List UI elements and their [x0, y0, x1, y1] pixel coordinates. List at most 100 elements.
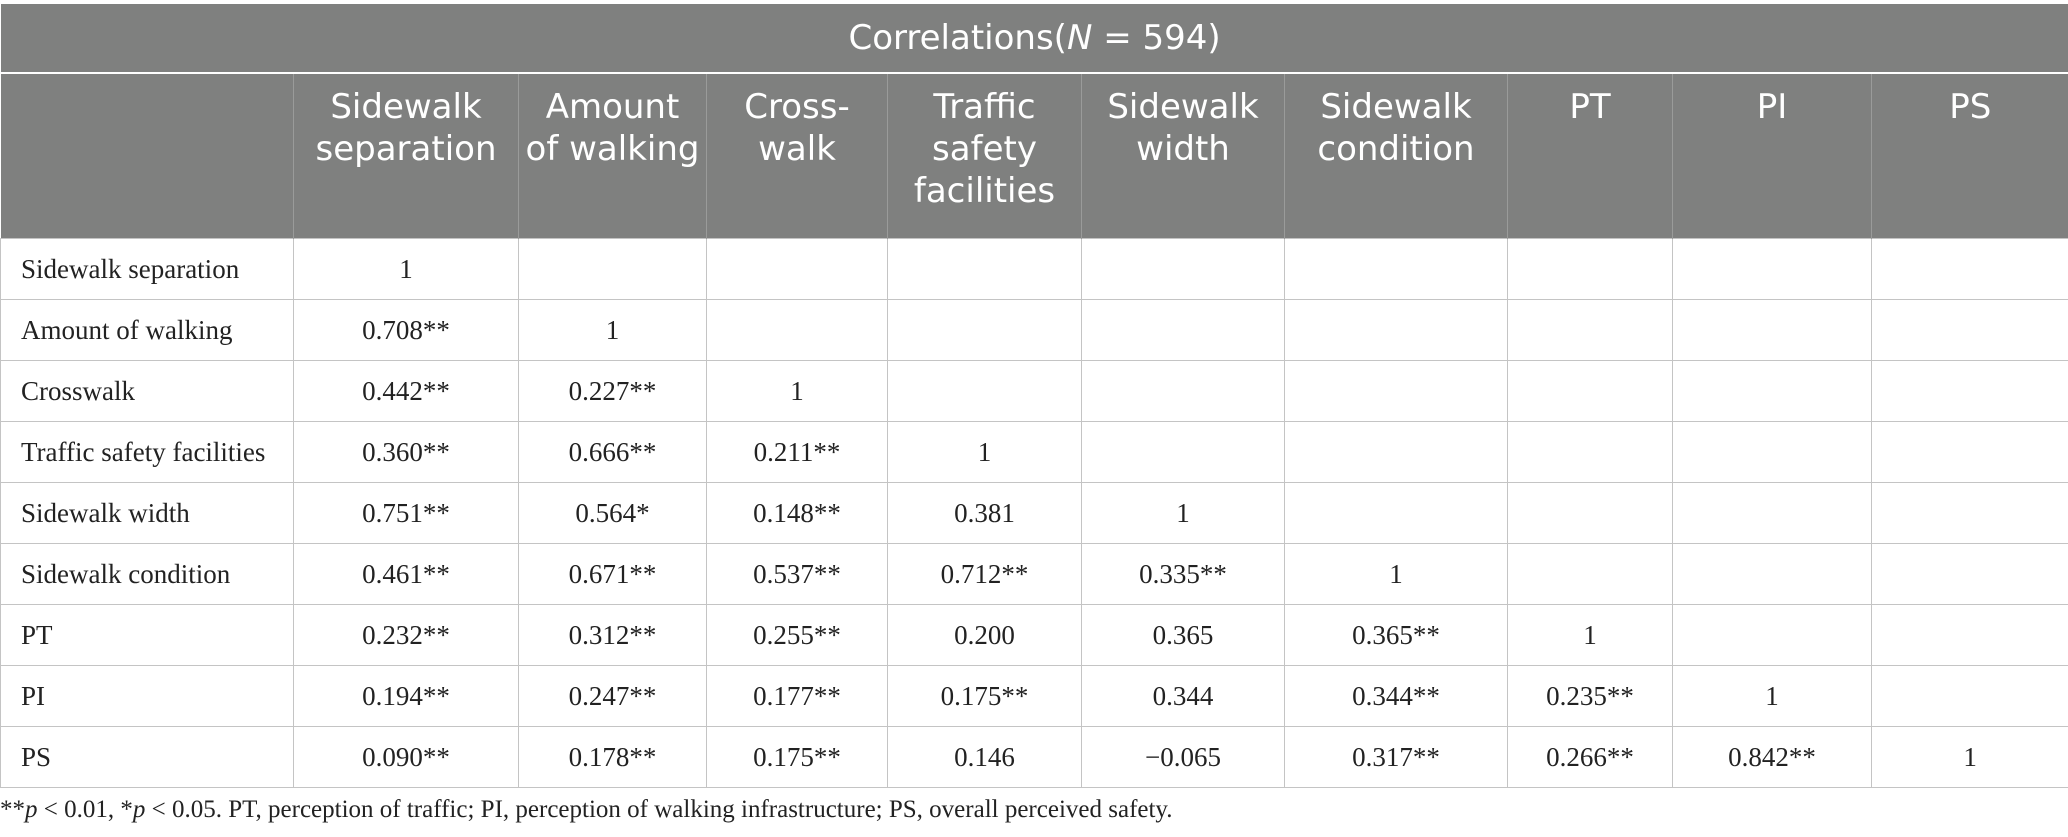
table-cell: 0.365** [1284, 604, 1508, 666]
column-header: Cross-walk [706, 73, 888, 239]
table-cell [1507, 238, 1673, 300]
table-cell: 0.312** [518, 604, 707, 666]
column-header: Sidewalk width [1081, 73, 1285, 239]
table-cell: 0.177** [706, 665, 888, 727]
table-cell [1870, 238, 2068, 300]
table-cell: 0.090** [293, 726, 519, 788]
table-cell [1507, 360, 1673, 422]
table-cell: 0.671** [518, 543, 707, 605]
table-cell: 1 [1284, 543, 1508, 605]
table-cell [1870, 421, 2068, 483]
table-cell [1081, 360, 1285, 422]
footnote-p-1: p [25, 796, 38, 823]
table-cell: 1 [293, 238, 519, 300]
table-cell [1507, 421, 1673, 483]
table-cell [706, 238, 888, 300]
row-label: PI [0, 665, 294, 727]
table-cell: 0.461** [293, 543, 519, 605]
table-footnote: **p < 0.01, *p < 0.05. PT, perception of… [0, 796, 1173, 824]
table-cell [1284, 238, 1508, 300]
table-cell: 0.175** [887, 665, 1082, 727]
table-cell [1870, 360, 2068, 422]
table-cell: 0.666** [518, 421, 707, 483]
table-cell: 1 [1507, 604, 1673, 666]
column-header: PT [1507, 73, 1673, 239]
footnote-part-2: < 0.01, * [37, 796, 133, 823]
table-row: PT 0.232** 0.312** 0.255** 0.200 0.365 0.365**… [0, 604, 2068, 666]
table-cell [1672, 360, 1872, 422]
table-row: Crosswalk 0.442** 0.227** 1 [0, 360, 2068, 422]
table-cell [1284, 360, 1508, 422]
table-row: Traffic safety facilities 0.360** 0.666** 0… [0, 421, 2068, 483]
table-cell: 1 [1870, 726, 2068, 788]
table-cell: −0.065 [1081, 726, 1285, 788]
row-label: PT [0, 604, 294, 666]
table-cell: 0.200 [887, 604, 1082, 666]
table-cell: 0.708** [293, 299, 519, 361]
table-cell [1672, 238, 1872, 300]
table-cell: 1 [1081, 482, 1285, 544]
column-header: Sidewalk condition [1284, 73, 1508, 239]
table-cell: 0.712** [887, 543, 1082, 605]
table-cell: 0.344** [1284, 665, 1508, 727]
footnote-part-1: ** [0, 796, 25, 823]
column-header: Traffic safety facilities [887, 73, 1082, 239]
table-cell: 0.235** [1507, 665, 1673, 727]
table-cell [887, 238, 1082, 300]
table-cell [1507, 299, 1673, 361]
table-cell [1081, 238, 1285, 300]
row-label: Sidewalk condition [0, 543, 294, 605]
table-cell [1672, 482, 1872, 544]
table-cell: 0.211** [706, 421, 888, 483]
table-cell: 0.842** [1672, 726, 1872, 788]
table-cell [1672, 421, 1872, 483]
table-row: Sidewalk condition 0.461** 0.671** 0.537** 0… [0, 543, 2068, 605]
table-cell: 0.175** [706, 726, 888, 788]
table-cell [1507, 482, 1673, 544]
row-label: Amount of walking [0, 299, 294, 361]
table-cell [1284, 421, 1508, 483]
table-cell: 1 [1672, 665, 1872, 727]
table-cell: 0.232** [293, 604, 519, 666]
table-cell [1870, 299, 2068, 361]
column-header: Amount of walking [518, 73, 707, 239]
table-row: Sidewalk width 0.751** 0.564* 0.148** 0.381 1 [0, 482, 2068, 544]
table-cell [706, 299, 888, 361]
table-body: Sidewalk separation 1 Amount of walking 0.7… [0, 238, 2068, 788]
column-header-row: Sidewalk separation Amount of walking Cros… [0, 73, 2068, 239]
table-title-prefix: Correlations( [848, 18, 1067, 58]
table-cell [887, 360, 1082, 422]
table-title-row: Correlations(N = 594) [0, 4, 2068, 74]
row-label: Crosswalk [0, 360, 294, 422]
row-label: Sidewalk width [0, 482, 294, 544]
column-header-empty [0, 73, 294, 239]
correlation-table: Correlations(N = 594) Sidewalk separatio… [0, 4, 2068, 788]
table-cell: 0.255** [706, 604, 888, 666]
row-label: PS [0, 726, 294, 788]
table-title: Correlations(N = 594) [0, 4, 2068, 74]
table-cell: 0.344 [1081, 665, 1285, 727]
table-cell: 0.442** [293, 360, 519, 422]
table-cell: 1 [518, 299, 707, 361]
footnote-p-2: p [132, 796, 146, 823]
table-cell: 0.146 [887, 726, 1082, 788]
column-header: Sidewalk separation [293, 73, 519, 239]
table-row: Amount of walking 0.708** 1 [0, 299, 2068, 361]
table-cell: 0.227** [518, 360, 707, 422]
table-title-n: N [1066, 18, 1093, 58]
table-cell [1284, 299, 1508, 361]
table-cell: 0.178** [518, 726, 707, 788]
table-cell: 0.365 [1081, 604, 1285, 666]
table-cell [1672, 604, 1872, 666]
table-cell [1672, 299, 1872, 361]
column-header: PI [1672, 73, 1872, 239]
table-cell [1081, 421, 1285, 483]
table-cell: 0.266** [1507, 726, 1673, 788]
column-header: PS [1870, 73, 2068, 239]
table-cell: 0.335** [1081, 543, 1285, 605]
table-cell: 0.537** [706, 543, 888, 605]
table-cell: 0.317** [1284, 726, 1508, 788]
table-row: Sidewalk separation 1 [0, 238, 2068, 300]
row-label: Traffic safety facilities [0, 421, 294, 483]
table-cell [1870, 665, 2068, 727]
